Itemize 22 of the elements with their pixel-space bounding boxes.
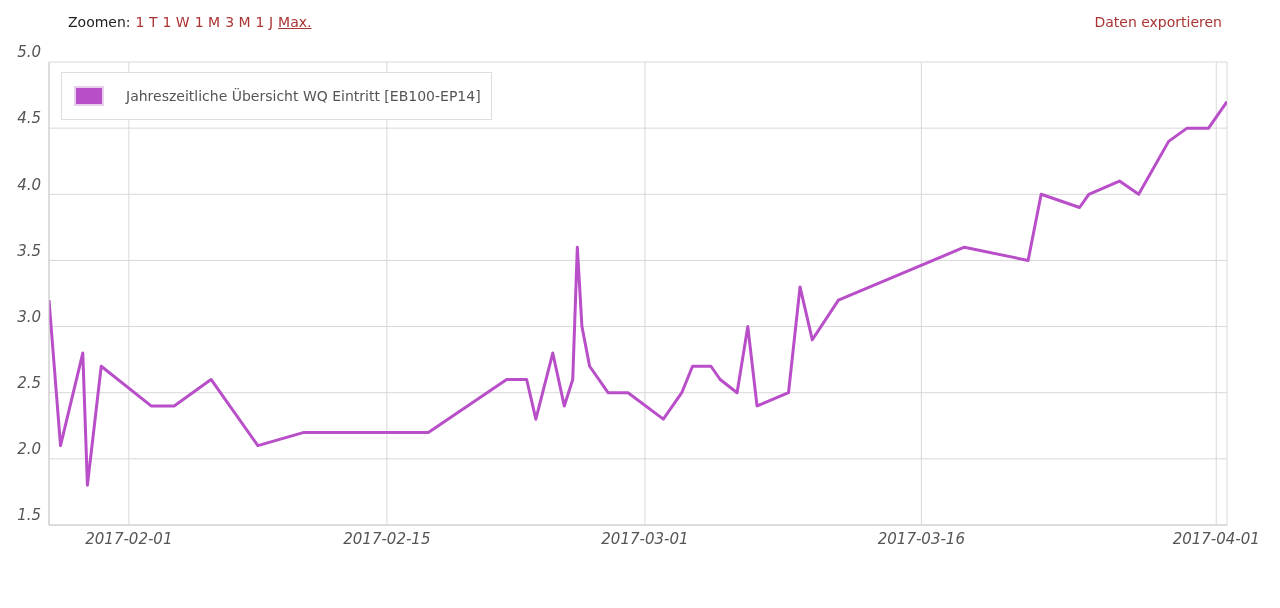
y-tick-label: 3.5 xyxy=(17,241,41,260)
text: Daten exportieren xyxy=(1094,14,1222,30)
y-tick-label: 4.0 xyxy=(17,175,41,194)
x-tick-label: 2017-02-15 xyxy=(343,529,431,548)
y-tick-label: 5.0 xyxy=(17,43,41,62)
legend-label: Jahreszeitliche Übersicht WQ Eintritt [EB100-EP14] xyxy=(124,88,482,104)
y-tick-label: 3.0 xyxy=(17,307,41,326)
y-tick-label: 2.5 xyxy=(17,374,41,393)
text: 1 J xyxy=(255,14,274,30)
x-tick-label: 2017-04-01 xyxy=(1172,529,1260,548)
text: 1 T xyxy=(135,14,158,30)
x-tick-label: 2017-03-16 xyxy=(877,529,965,548)
y-tick-label: 4.5 xyxy=(17,109,41,128)
text: 1 W xyxy=(162,14,190,30)
text: Max. xyxy=(278,14,312,30)
x-tick-label: 2017-02-01 xyxy=(85,529,173,548)
text: Zoomen: xyxy=(68,14,131,30)
text: 1 M xyxy=(194,14,221,30)
x-tick-label: 2017-03-01 xyxy=(601,529,689,548)
y-tick-label: 1.5 xyxy=(17,506,41,525)
text: 3 M xyxy=(225,14,251,30)
y-tick-label: 2.0 xyxy=(17,440,41,459)
